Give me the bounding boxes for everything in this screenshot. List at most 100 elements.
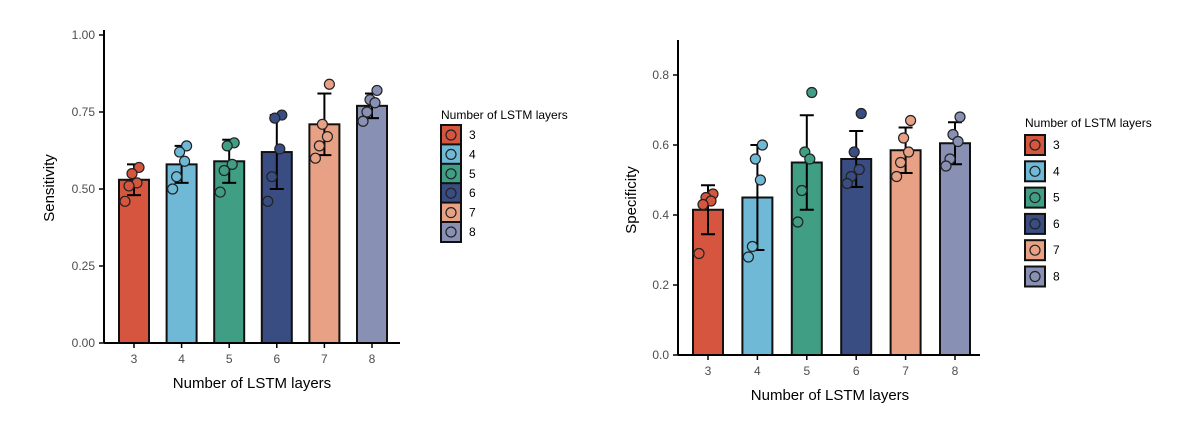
data-point [902, 146, 915, 158]
y-tick-label: 0.8 [652, 68, 669, 82]
x-tick-label: 5 [226, 352, 233, 366]
legend-label: 7 [469, 206, 476, 220]
point-group [119, 78, 383, 207]
legend-key-point [445, 129, 457, 141]
point-group [693, 86, 966, 263]
legend-key-point [445, 187, 457, 199]
x-axis-title: Number of LSTM layers [173, 375, 331, 392]
data-point [126, 168, 138, 180]
bar [939, 142, 971, 356]
y-tick-label: 0.25 [72, 259, 96, 273]
bar-group [118, 104, 388, 344]
data-point [756, 139, 769, 151]
legend-label: 6 [469, 186, 476, 200]
data-point [371, 84, 383, 97]
legend-label: 3 [469, 128, 476, 142]
data-point [952, 135, 964, 148]
legend-label: 6 [1053, 217, 1060, 231]
x-ticks: 3 4 5 6 7 8 [705, 355, 959, 378]
bar [356, 104, 388, 344]
data-point [754, 174, 767, 186]
data-point [897, 132, 910, 144]
data-point [179, 155, 191, 167]
bar [260, 151, 293, 344]
y-tick-label: 0.6 [652, 138, 669, 152]
legend-label: 8 [469, 225, 476, 239]
data-point [171, 171, 183, 183]
y-tick-label: 0.2 [652, 278, 669, 292]
sensitivity-chart: 0.00 0.25 0.50 0.75 1.00 3 4 5 6 7 8 Number of LS… [41, 28, 568, 392]
x-tick-label: 4 [178, 352, 185, 366]
data-point [792, 216, 804, 228]
y-tick-label: 0.00 [72, 336, 96, 350]
data-point [904, 114, 917, 127]
y-tick-label: 0.4 [652, 208, 669, 222]
x-tick-label: 3 [705, 364, 712, 378]
legend-label: 5 [1053, 191, 1060, 205]
legend-key-point [1029, 218, 1041, 230]
y-tick-label: 0.75 [72, 105, 96, 119]
data-point [853, 163, 865, 176]
data-point [693, 247, 705, 260]
data-point [119, 195, 131, 207]
data-point [266, 171, 278, 183]
data-point [181, 140, 193, 152]
legend-key-point [1029, 244, 1041, 256]
data-point [894, 156, 907, 169]
legend-label: 3 [1053, 138, 1060, 152]
data-point [742, 251, 755, 263]
data-point [316, 118, 328, 130]
y-tick-label: 0.50 [72, 182, 96, 196]
legend-key-point [445, 226, 457, 238]
data-point [274, 143, 286, 155]
x-tick-label: 8 [369, 352, 376, 366]
data-point [361, 106, 373, 118]
y-tick-label: 1.00 [72, 28, 96, 42]
data-point [167, 183, 179, 195]
data-point [848, 146, 860, 158]
data-point [357, 115, 369, 127]
legend-key-point [445, 207, 457, 219]
legend-key-point [1029, 165, 1041, 177]
x-tick-label: 6 [273, 352, 280, 366]
bar [889, 149, 922, 356]
data-point [697, 198, 709, 211]
data-point [262, 195, 274, 207]
x-tick-label: 3 [131, 352, 138, 366]
data-point [226, 158, 238, 170]
legend-key-point [1029, 270, 1041, 283]
legend-items: 3 4 5 6 7 8 [440, 124, 476, 243]
bar [741, 196, 774, 356]
y-tick-label: 0.0 [652, 348, 669, 362]
y-ticks: 0.0 0.2 0.4 0.6 0.8 [652, 68, 678, 362]
x-tick-label: 8 [952, 364, 959, 378]
y-axis-title: Sensitivity [41, 154, 58, 222]
x-tick-label: 5 [803, 364, 810, 378]
legend: Number of LSTM layers 3 4 5 6 7 8 [440, 108, 568, 243]
data-point [321, 131, 333, 143]
data-point [369, 97, 381, 109]
legend-label: 4 [1053, 164, 1060, 178]
y-ticks: 0.00 0.25 0.50 0.75 1.00 [72, 28, 104, 350]
data-point [746, 240, 759, 253]
legend-items: 3 4 5 6 7 8 [1024, 134, 1060, 288]
x-tick-label: 7 [321, 352, 328, 366]
error-bar-group [701, 114, 962, 251]
data-point [954, 111, 966, 123]
legend-label: 4 [469, 147, 476, 161]
error-bar-group [127, 92, 379, 197]
bar-group [692, 142, 971, 356]
data-point [133, 161, 145, 174]
data-point [218, 164, 230, 177]
data-point [940, 160, 952, 172]
x-ticks: 3 4 5 6 7 8 [131, 343, 376, 366]
legend-label: 7 [1053, 243, 1060, 257]
legend-title: Number of LSTM layers [1025, 116, 1152, 130]
data-point [214, 186, 226, 198]
legend-key-point [1029, 139, 1041, 151]
legend-label: 5 [469, 167, 476, 181]
legend-title: Number of LSTM layers [441, 108, 568, 122]
data-point [841, 177, 853, 190]
legend-key-point [445, 168, 457, 180]
